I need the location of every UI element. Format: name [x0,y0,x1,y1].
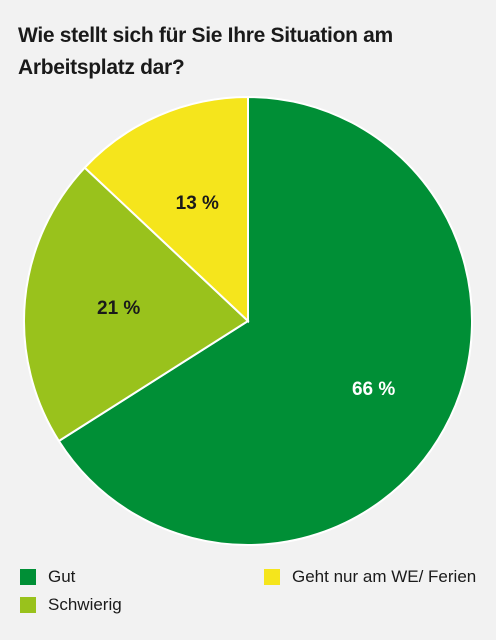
slice-label-gut: 66 % [352,379,395,400]
legend-label-gut: Gut [48,567,76,586]
legend-swatch-geht-nur-am-we-ferien [264,569,280,585]
legend-swatch-schwierig [20,597,36,613]
legend-item-schwierig: Schwierig [20,594,122,616]
legend-label-geht-nur-am-we-ferien: Geht nur am WE/ Ferien [292,567,477,586]
slice-label-schwierig: 21 % [97,298,140,319]
legend-label-schwierig: Schwierig [48,595,122,614]
slice-label-geht-nur-am-we-ferien: 13 % [176,193,219,214]
pie-slice-gut [57,95,473,546]
pie-slice-geht-nur-am-we-ferien [83,95,249,324]
legend-item-geht-nur-am-we-ferien: Geht nur am WE/ Ferien [264,566,476,588]
pie-slice-schwierig [23,166,250,443]
legend-swatch-gut [20,569,36,585]
legend-item-gut: Gut [20,566,75,588]
chart-title: Wie stellt sich für Sie Ihre Situation a… [18,24,393,79]
